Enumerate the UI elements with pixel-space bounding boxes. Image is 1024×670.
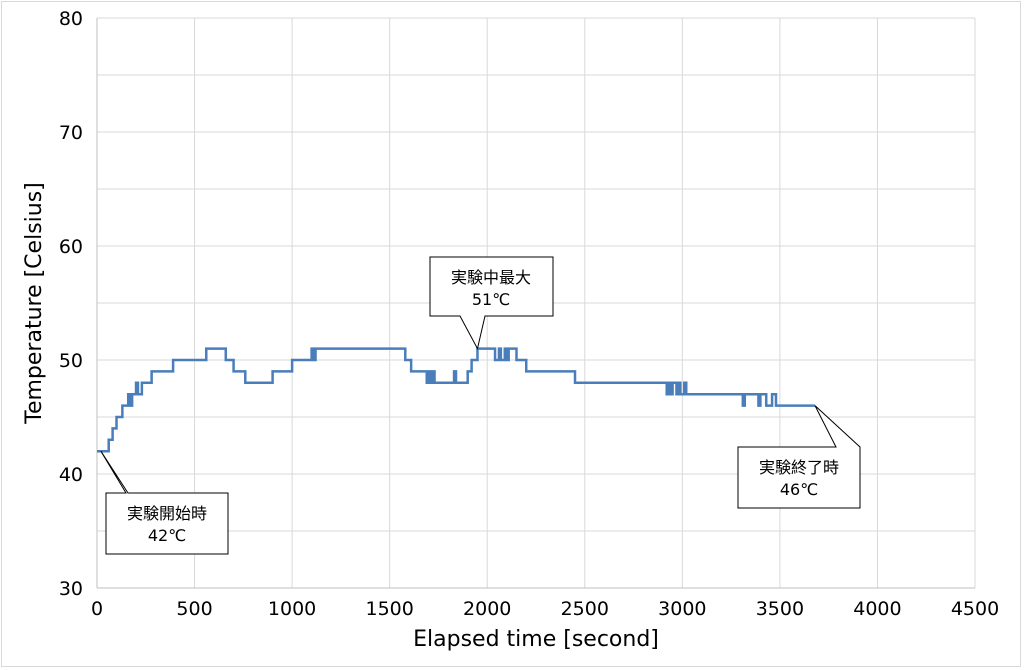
series-layer: [97, 347, 816, 453]
annotation-callout-box: [100, 450, 229, 555]
x-tick-label: 4500: [951, 598, 999, 620]
x-tick-label: 3500: [756, 598, 804, 620]
annotation-value: 42℃: [148, 526, 186, 545]
x-axis-title: Elapsed time [second]: [413, 627, 659, 652]
y-tick-label: 30: [59, 578, 83, 600]
annotations: 実験開始時 42℃ 実験中最大 51℃ 実験終了時 46℃: [100, 256, 861, 555]
x-tick-label: 500: [176, 598, 212, 620]
annotation-label: 実験終了時: [759, 458, 839, 477]
x-tick-label: 2000: [463, 598, 511, 620]
x-tick-label: 1500: [365, 598, 413, 620]
y-tick-label: 70: [59, 122, 83, 144]
annotation-label: 実験開始時: [127, 504, 207, 523]
y-tick-label: 60: [59, 236, 83, 258]
annotation-value: 46℃: [780, 480, 818, 499]
annotation-value: 51℃: [472, 290, 510, 309]
x-tick-label: 2500: [561, 598, 609, 620]
axis-layer: [96, 18, 975, 589]
annotation-callout-box: [737, 405, 861, 509]
y-tick-label: 50: [59, 350, 83, 372]
tick-labels: 30 40 50 60 70 80 0 500 1000 1500 2000 2500 3000 3500…: [59, 8, 999, 620]
x-tick-label: 3000: [658, 598, 706, 620]
annotation-label: 実験中最大: [451, 268, 531, 287]
annotation-callout-box: [429, 256, 554, 351]
x-tick-label: 1000: [268, 598, 316, 620]
y-tick-label: 80: [59, 8, 83, 30]
y-tick-label: 40: [59, 464, 83, 486]
temperature-series-line: [97, 347, 816, 453]
x-tick-label: 0: [91, 598, 103, 620]
x-tick-label: 4000: [853, 598, 901, 620]
y-axis-title: Temperature [Celsius]: [22, 182, 47, 425]
